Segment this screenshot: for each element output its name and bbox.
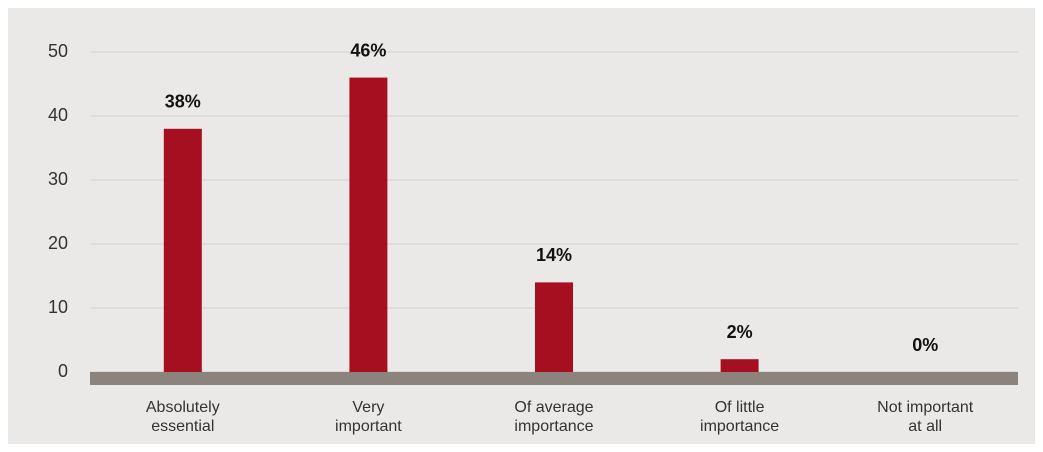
x-tick-label: Not important at all bbox=[877, 399, 974, 435]
value-label: 2% bbox=[727, 322, 753, 342]
y-tick-label: 10 bbox=[48, 297, 68, 317]
x-tick-label: Very important bbox=[335, 399, 402, 435]
y-tick-label: 0 bbox=[58, 361, 68, 381]
bar bbox=[535, 282, 573, 372]
x-tick-label: Absolutely essential bbox=[145, 399, 220, 435]
value-label: 46% bbox=[350, 40, 386, 60]
value-label: 0% bbox=[912, 335, 938, 355]
y-tick-label: 20 bbox=[48, 233, 68, 253]
bar bbox=[349, 77, 388, 372]
y-tick-label: 40 bbox=[48, 105, 68, 125]
y-tick-label: 50 bbox=[48, 41, 68, 61]
x-tick-label: Of little importance bbox=[700, 399, 780, 435]
value-label: 14% bbox=[536, 245, 572, 265]
x-tick-label: Of average importance bbox=[514, 399, 594, 435]
value-label: 38% bbox=[165, 92, 201, 112]
bar bbox=[720, 359, 759, 372]
y-tick-label: 30 bbox=[48, 169, 68, 189]
baseline bbox=[90, 372, 1018, 385]
bar bbox=[163, 128, 202, 372]
